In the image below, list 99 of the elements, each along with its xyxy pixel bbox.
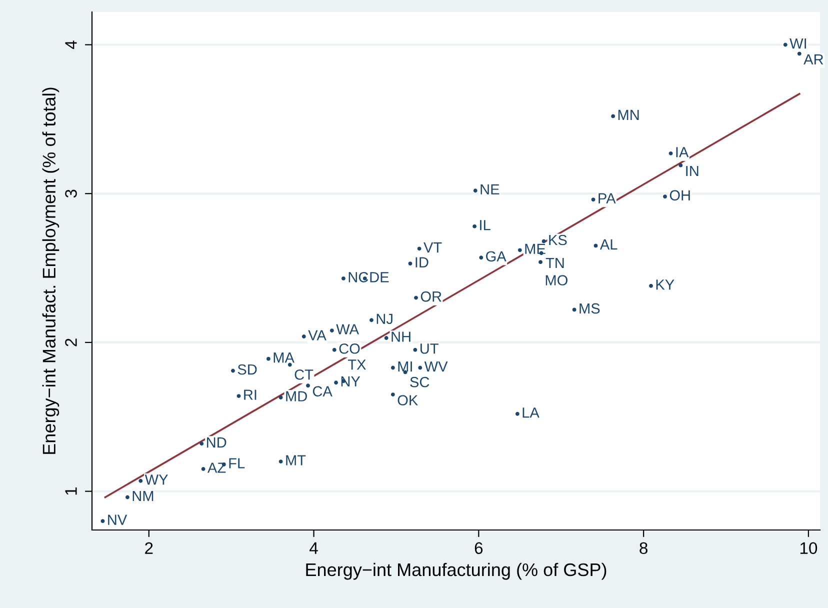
annotation: SC [410,376,430,388]
annotation: OR [420,291,442,302]
point [408,262,412,266]
point [330,328,334,333]
point [390,366,395,370]
point [418,366,422,370]
point [266,356,270,361]
y-tick-label: 1 [65,487,77,495]
point [591,198,596,202]
point [200,442,204,446]
annotation: TX [348,360,366,370]
point [413,348,418,352]
point [384,336,388,340]
point [668,151,673,156]
annotation: MT [286,455,306,466]
annotation: MO [546,275,568,286]
annotation: CT [294,369,314,380]
annotation: NJ [376,314,392,324]
point [417,246,422,251]
x-tick-label: 6 [474,542,483,554]
point [370,318,374,322]
annotation: KS [549,234,567,246]
annotation: AL [600,239,618,250]
point [138,478,143,483]
point [538,260,542,264]
annotation: UT [420,344,438,354]
annotation: ID [416,257,428,268]
annotation: WY [144,474,168,485]
annotation: ND [207,437,226,448]
point [100,519,105,524]
y-tick-label: 2 [65,338,77,346]
annotation: IN [686,166,698,176]
point [797,52,802,56]
annotation: MS [580,303,600,314]
point [306,384,310,388]
y-tick-label: 3 [65,190,77,198]
annotation: NM [132,490,154,502]
annotation: VT [424,242,442,252]
annotation: KY [656,280,674,290]
annotation: IA [676,147,689,158]
x-tick-label: 8 [640,542,648,554]
point [678,163,683,168]
point [201,467,206,471]
point [649,284,653,288]
point [278,396,283,400]
point [611,114,616,118]
point [236,394,241,398]
annotation: MD [286,391,307,402]
x-tick-label: 2 [145,542,153,554]
point [515,412,520,416]
annotation: NV [108,514,128,525]
y-axis-title: Energy−int Manufact. Employment (% of total) [42,88,60,454]
annotation: AR [804,54,824,64]
point [542,239,546,244]
annotation: WV [424,361,448,372]
point [518,248,522,252]
annotation: MI [398,361,412,372]
x-axis-title: Energy−int Manufacturing (% of GSP) [306,562,606,580]
annotation: WI [790,38,806,49]
annotation: NH [392,332,410,342]
annotation: ME [525,244,546,254]
point [334,380,338,385]
annotation: VA [308,330,326,340]
annotation: FL [229,458,245,468]
point [341,276,346,280]
point [302,334,306,338]
annotation: GA [486,251,506,262]
point [332,348,336,352]
point [414,296,418,300]
point [125,495,130,500]
annotation: WA [336,324,359,334]
annotation: LA [522,408,540,418]
annotation: NC [348,272,368,282]
point [594,244,598,248]
x-tick-label: 4 [310,542,318,554]
point [472,224,477,228]
annotation: RI [244,390,256,400]
point [231,368,235,373]
y-tick-label: 4 [65,40,77,49]
x-tick-label: 10 [800,542,818,554]
annotation: DE [370,272,389,282]
point [473,188,478,193]
annotation: MA [274,352,294,363]
point [479,256,484,260]
point [572,308,576,312]
point [663,194,667,199]
annotation: MN [618,110,639,120]
annotation: OH [670,190,690,200]
annotation: OK [398,395,418,406]
point [390,392,395,397]
annotation: PA [598,193,616,204]
point [783,42,788,47]
annotation: CA [312,386,332,396]
annotation: IL [480,220,490,230]
annotation: CO [339,343,360,354]
point [278,460,283,464]
annotation: SD [238,364,257,375]
annotation: NE [480,184,500,194]
annotation: TN [546,258,564,268]
